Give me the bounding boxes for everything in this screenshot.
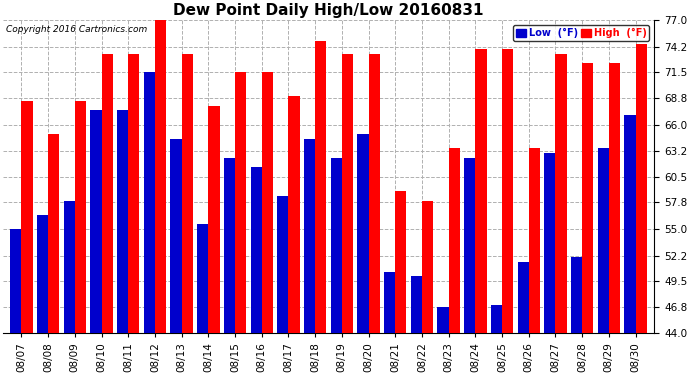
Bar xyxy=(464,158,475,333)
Bar xyxy=(181,54,193,333)
Bar xyxy=(250,167,262,333)
Bar xyxy=(208,106,219,333)
Text: Copyright 2016 Cartronics.com: Copyright 2016 Cartronics.com xyxy=(6,25,147,34)
Bar xyxy=(437,307,448,333)
Bar xyxy=(48,134,59,333)
Bar xyxy=(224,158,235,333)
Bar xyxy=(197,224,208,333)
Bar xyxy=(598,148,609,333)
Bar xyxy=(502,49,513,333)
Bar xyxy=(101,54,112,333)
Bar xyxy=(491,305,502,333)
Bar xyxy=(571,258,582,333)
Bar xyxy=(75,101,86,333)
Bar xyxy=(555,54,566,333)
Bar xyxy=(128,54,139,333)
Bar xyxy=(331,158,342,333)
Bar xyxy=(529,148,540,333)
Bar xyxy=(342,54,353,333)
Bar xyxy=(475,49,486,333)
Bar xyxy=(635,44,647,333)
Bar xyxy=(90,110,101,333)
Bar xyxy=(624,115,635,333)
Bar xyxy=(235,72,246,333)
Bar xyxy=(117,110,128,333)
Bar xyxy=(170,139,181,333)
Bar xyxy=(609,63,620,333)
Bar xyxy=(144,72,155,333)
Bar xyxy=(10,229,21,333)
Bar xyxy=(368,54,380,333)
Bar xyxy=(544,153,555,333)
Bar xyxy=(315,41,326,333)
Bar xyxy=(304,139,315,333)
Bar xyxy=(37,215,48,333)
Legend: Low  (°F), High  (°F): Low (°F), High (°F) xyxy=(513,25,649,41)
Bar xyxy=(422,201,433,333)
Bar xyxy=(395,191,406,333)
Bar xyxy=(262,72,273,333)
Bar xyxy=(357,134,368,333)
Bar xyxy=(63,201,75,333)
Title: Dew Point Daily High/Low 20160831: Dew Point Daily High/Low 20160831 xyxy=(173,3,484,18)
Bar xyxy=(277,196,288,333)
Bar xyxy=(411,276,422,333)
Bar xyxy=(21,101,32,333)
Bar xyxy=(288,96,299,333)
Bar xyxy=(448,148,460,333)
Bar xyxy=(582,63,593,333)
Bar xyxy=(155,20,166,333)
Bar xyxy=(384,272,395,333)
Bar xyxy=(518,262,529,333)
